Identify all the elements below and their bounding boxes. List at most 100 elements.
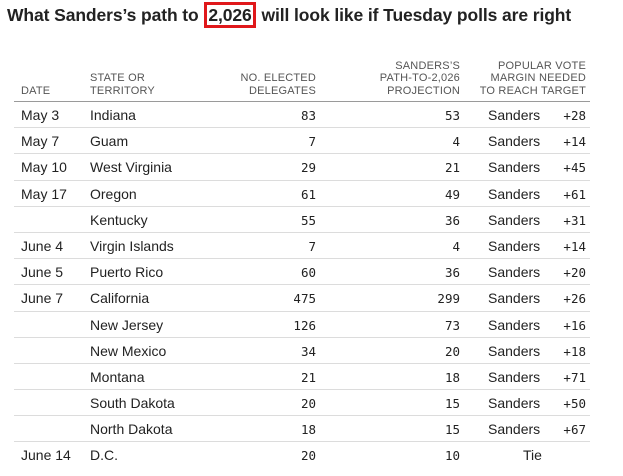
cell-margin: +28 bbox=[563, 108, 586, 123]
cell-date: May 10 bbox=[21, 159, 67, 176]
header-state: STATE OR TERRITORY bbox=[90, 72, 155, 97]
cell-state: Oregon bbox=[90, 185, 137, 202]
cell-winner: Sanders bbox=[488, 368, 541, 385]
cell-delegates: 21 bbox=[300, 369, 316, 385]
cell-margin: +26 bbox=[563, 291, 586, 307]
table-row: Kentucky 55 36 Sanders +31 bbox=[14, 207, 590, 233]
cell-date: May 3 bbox=[21, 107, 60, 123]
table-row: May 10 West Virginia 29 21 Sanders +45 bbox=[14, 154, 590, 181]
cell-state: New Jersey bbox=[90, 316, 164, 333]
cell-projection: 15 bbox=[444, 422, 460, 438]
cell-projection: 15 bbox=[444, 396, 460, 412]
cell-projection: 73 bbox=[444, 317, 460, 333]
cell-projection: 49 bbox=[444, 186, 460, 202]
cell-winner: Sanders bbox=[488, 395, 541, 412]
table-row: New Mexico 34 20 Sanders +18 bbox=[14, 338, 590, 364]
cell-projection: 36 bbox=[444, 212, 460, 228]
cell-state: North Dakota bbox=[90, 421, 173, 438]
cell-winner: Sanders bbox=[488, 211, 541, 228]
cell-date: June 7 bbox=[21, 290, 64, 307]
table-row: June 7 California 475 299 Sanders +26 bbox=[14, 285, 590, 312]
table-row: New Jersey 126 73 Sanders +16 bbox=[14, 312, 590, 338]
cell-margin: +67 bbox=[563, 422, 586, 438]
cell-state: Puerto Rico bbox=[90, 264, 164, 281]
header-margin: POPULAR VOTE MARGIN NEEDED TO REACH TARG… bbox=[479, 59, 586, 97]
table-body: May 3 Indiana 83 53 Sanders +28 May 7 Guam 7 4 San… bbox=[14, 102, 590, 468]
cell-projection: 299 bbox=[437, 291, 460, 307]
cell-delegates: 83 bbox=[300, 108, 316, 123]
cell-delegates: 20 bbox=[300, 396, 316, 412]
page-title: What Sanders’s path to 2,026 will look l… bbox=[7, 2, 617, 28]
cell-date: May 17 bbox=[21, 185, 67, 202]
table-row: June 5 Puerto Rico 60 36 Sanders +20 bbox=[14, 259, 590, 286]
table-row: North Dakota 18 15 Sanders +67 bbox=[14, 416, 590, 443]
cell-projection: 20 bbox=[444, 343, 460, 359]
table-row: June 4 Virgin Islands 7 4 Sanders +14 bbox=[14, 233, 590, 260]
cell-projection: 4 bbox=[452, 238, 460, 254]
header-date: DATE bbox=[21, 84, 51, 97]
cell-winner: Sanders bbox=[488, 421, 541, 438]
cell-state: Guam bbox=[90, 133, 129, 150]
cell-date: June 4 bbox=[21, 237, 64, 254]
cell-delegates: 20 bbox=[300, 448, 316, 464]
cell-winner: Sanders bbox=[488, 342, 541, 359]
cell-delegates: 60 bbox=[300, 265, 316, 281]
cell-delegates: 7 bbox=[308, 134, 316, 150]
cell-winner: Sanders bbox=[488, 107, 541, 123]
cell-winner: Sanders bbox=[488, 316, 541, 333]
cell-state: West Virginia bbox=[90, 159, 172, 176]
table-row: Montana 21 18 Sanders +71 bbox=[14, 364, 590, 391]
title-highlight-2026: 2,026 bbox=[204, 2, 256, 28]
header-projection: SANDERS’S PATH-TO-2,026 PROJECTION bbox=[379, 59, 460, 97]
cell-winner: Sanders bbox=[488, 159, 541, 176]
cell-state: California bbox=[90, 290, 150, 307]
cell-delegates: 18 bbox=[300, 422, 316, 438]
cell-margin: +16 bbox=[563, 317, 586, 333]
table-row: May 17 Oregon 61 49 Sanders +61 bbox=[14, 181, 590, 207]
cell-winner: Sanders bbox=[488, 290, 541, 307]
table-row: June 14 D.C. 20 10 Tie bbox=[14, 442, 590, 467]
table-row: May 7 Guam 7 4 Sanders +14 bbox=[14, 128, 590, 155]
table-row: South Dakota 20 15 Sanders +50 bbox=[14, 390, 590, 417]
cell-projection: 4 bbox=[452, 134, 460, 150]
cell-projection: 10 bbox=[444, 448, 460, 464]
cell-projection: 36 bbox=[444, 265, 460, 281]
cell-projection: 18 bbox=[444, 369, 460, 385]
cell-margin: +20 bbox=[563, 265, 586, 281]
cell-margin: +14 bbox=[563, 134, 586, 150]
cell-winner: Tie bbox=[523, 447, 542, 464]
cell-delegates: 55 bbox=[300, 212, 316, 228]
cell-state: New Mexico bbox=[90, 342, 167, 359]
table-header: DATE STATE OR TERRITORY NO. ELECTED DELE… bbox=[14, 52, 590, 102]
cell-state: Kentucky bbox=[90, 211, 148, 228]
cell-state: South Dakota bbox=[90, 395, 175, 412]
table-row: May 3 Indiana 83 53 Sanders +28 bbox=[14, 102, 590, 129]
cell-state: Montana bbox=[90, 368, 145, 385]
cell-margin: +31 bbox=[563, 212, 586, 228]
delegate-table: DATE STATE OR TERRITORY NO. ELECTED DELE… bbox=[14, 52, 590, 468]
cell-delegates: 126 bbox=[293, 317, 316, 333]
title-after: will look like if Tuesday polls are righ… bbox=[256, 5, 572, 25]
cell-margin: +14 bbox=[563, 238, 586, 254]
cell-winner: Sanders bbox=[488, 133, 541, 150]
cell-state: Indiana bbox=[90, 107, 136, 123]
cell-date: June 5 bbox=[21, 264, 64, 281]
cell-margin: +18 bbox=[563, 343, 586, 359]
cell-date: June 14 bbox=[21, 447, 71, 464]
cell-winner: Sanders bbox=[488, 185, 541, 202]
cell-winner: Sanders bbox=[488, 264, 541, 281]
cell-state: D.C. bbox=[90, 447, 118, 464]
cell-winner: Sanders bbox=[488, 237, 541, 254]
cell-delegates: 29 bbox=[300, 160, 316, 176]
title-before: What Sanders’s path to bbox=[7, 5, 204, 25]
header-delegates: NO. ELECTED DELEGATES bbox=[240, 72, 316, 97]
cell-margin: +45 bbox=[563, 160, 586, 176]
cell-state: Virgin Islands bbox=[90, 237, 174, 254]
cell-delegates: 7 bbox=[308, 238, 316, 254]
cell-date: May 7 bbox=[21, 133, 60, 150]
cell-projection: 21 bbox=[444, 160, 460, 176]
cell-delegates: 61 bbox=[300, 186, 316, 202]
cell-delegates: 475 bbox=[293, 291, 316, 307]
cell-delegates: 34 bbox=[300, 343, 316, 359]
cell-margin: +61 bbox=[563, 186, 586, 202]
